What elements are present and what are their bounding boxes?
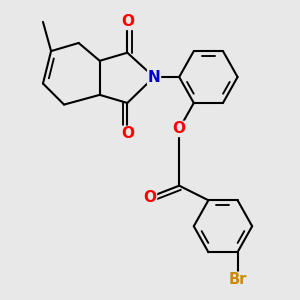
Text: O: O [173, 122, 186, 136]
Text: O: O [143, 190, 157, 205]
Text: Br: Br [228, 272, 247, 287]
Text: O: O [121, 126, 134, 141]
Text: O: O [121, 14, 134, 29]
Text: N: N [148, 70, 160, 85]
